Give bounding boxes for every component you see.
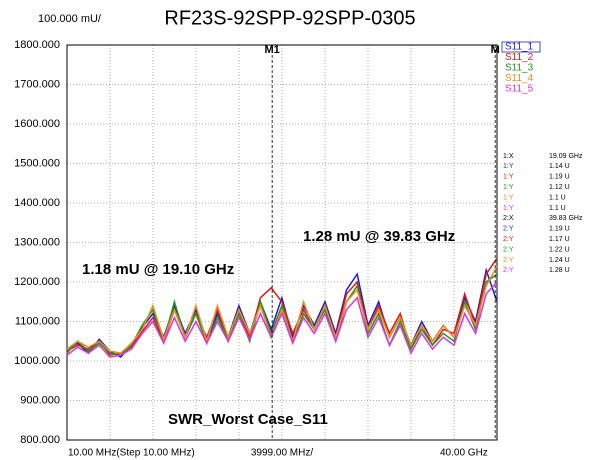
annotation: SWR_Worst Case_S11 — [168, 411, 328, 428]
y-tick-label: 1500.000 — [14, 157, 60, 169]
trace — [66, 273, 498, 356]
plot-frame — [66, 44, 498, 441]
chart-title: RF23S-92SPP-92SPP-0305 — [164, 7, 415, 29]
y-tick-label: 1600.000 — [14, 118, 60, 130]
y-tick-label: 900.000 — [20, 394, 60, 406]
readout-label: 2:X — [503, 215, 514, 222]
readout-label: 2:Y — [503, 226, 514, 233]
legend-entry: S11_4 — [505, 73, 534, 84]
legend-entry: S11_3 — [505, 63, 534, 74]
readout-value: 1.1 U — [549, 205, 566, 212]
readout-label: 1:Y — [503, 194, 514, 201]
annotation: 1.18 mU @ 19.10 GHz — [82, 261, 234, 278]
readout-label: 2:Y — [503, 236, 514, 243]
y-tick-label: 1400.000 — [14, 197, 60, 209]
y-tick-label: 1800.000 — [14, 39, 60, 51]
readout-label: 1:Y — [503, 174, 514, 181]
readout-label: 1:X — [503, 153, 514, 160]
x-start-label: 10.00 MHz(Step 10.00 MHz) — [68, 448, 195, 459]
legend-entry: S11_5 — [505, 84, 534, 95]
marker-label: M1 — [265, 44, 280, 56]
x-stop-label: 40.00 GHz — [440, 448, 488, 459]
readout-value: 1.24 U — [549, 257, 570, 264]
readout-value: 1.19 U — [549, 174, 570, 181]
marker-label: M — [491, 44, 500, 56]
readout-value: 1.22 U — [549, 246, 570, 253]
readout-value: 19.09 GHz — [549, 153, 583, 160]
readout-label: 2:Y — [503, 246, 514, 253]
y-tick-label: 1200.000 — [14, 276, 60, 288]
readout-label: 1:Y — [503, 163, 514, 170]
readout-value: 1.12 U — [549, 184, 570, 191]
readout-value: 1.17 U — [549, 236, 570, 243]
readout-value: 39.83 GHz — [549, 215, 583, 222]
readout-label: 1:Y — [503, 184, 514, 191]
readout-label: 2:Y — [503, 267, 514, 274]
y-tick-label: 1100.000 — [15, 315, 60, 327]
trace — [66, 281, 498, 358]
readout-value: 1.14 U — [549, 163, 570, 170]
annotation: 1.28 mU @ 39.83 GHz — [303, 228, 455, 245]
legend-box — [501, 41, 541, 53]
readout-label: 1:Y — [503, 205, 514, 212]
legend-entry: S11_2 — [505, 52, 534, 63]
x-scale-label: 3999.00 MHz/ — [251, 448, 313, 459]
readout-value: 1.19 U — [549, 226, 570, 233]
scale-label: 100.000 mU/ — [38, 13, 102, 25]
readout-value: 1.1 U — [549, 194, 566, 201]
y-tick-label: 1300.000 — [14, 236, 60, 248]
legend-entry: S11_1 — [505, 42, 534, 53]
y-tick-label: 800.000 — [20, 434, 60, 446]
y-tick-label: 1700.000 — [14, 78, 60, 90]
y-tick-label: 1000.000 — [14, 355, 60, 367]
trace — [66, 265, 498, 354]
readout-value: 1.28 U — [549, 267, 570, 274]
readout-label: 2:Y — [503, 257, 514, 264]
